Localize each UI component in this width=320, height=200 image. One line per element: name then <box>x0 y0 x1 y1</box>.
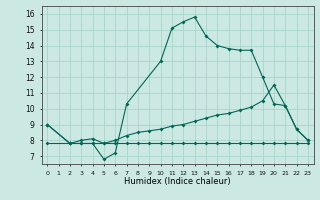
X-axis label: Humidex (Indice chaleur): Humidex (Indice chaleur) <box>124 177 231 186</box>
